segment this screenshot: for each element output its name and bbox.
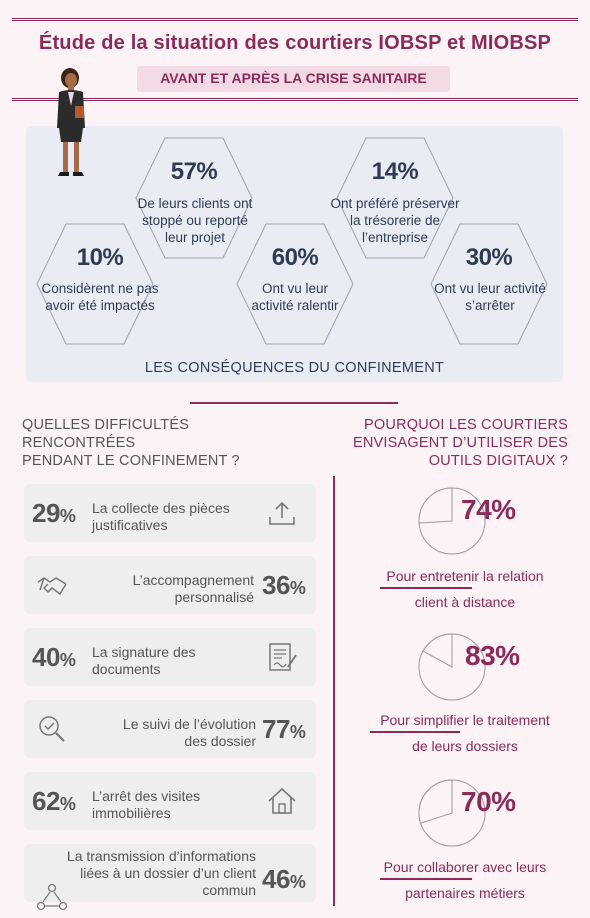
top-rule <box>12 18 578 19</box>
digital-reason-cont: partenaires métiers <box>405 885 525 901</box>
donut-slice <box>422 633 453 668</box>
stat-percent: 60% <box>271 244 319 271</box>
difficulty-label: La collecte des pièces justificatives <box>92 500 230 533</box>
stat-percent: 57% <box>170 158 218 185</box>
target-search-icon <box>39 716 65 742</box>
difficulty-percent: 46% <box>262 864 306 894</box>
panel-caption: LES CONSÉQUENCES DU CONFINEMENT <box>144 360 445 376</box>
difficulty-card <box>24 700 316 758</box>
digital-heading: POURQUOI LES COURTIERS ENVISAGENT D’UTIL… <box>352 417 568 469</box>
difficulty-percent: 40% <box>32 642 76 672</box>
donut-slice <box>418 779 453 824</box>
difficulty-label: L’accompagnement personnalisé <box>132 572 254 605</box>
header-rule-2 <box>12 100 578 101</box>
header-rule <box>12 98 578 99</box>
difficulties-heading: QUELLES DIFFICULTÉS RENCONTRÉES PENDANT … <box>22 417 240 469</box>
digital-reason-cont: client à distance <box>414 594 516 610</box>
difficulty-percent: 36% <box>262 570 306 600</box>
difficulty-card <box>24 556 316 614</box>
hexagon-shape <box>135 137 253 259</box>
subtitle-box <box>137 66 450 92</box>
difficulty-card <box>24 484 316 542</box>
house-icon <box>268 787 296 814</box>
donut-chart-83 <box>418 633 486 701</box>
underline-accent <box>380 587 472 589</box>
difficulty-label: L’arrêt des visites immobilières <box>92 788 201 821</box>
underline-accent <box>370 731 460 733</box>
stat-percent: 10% <box>76 244 124 271</box>
difficulty-label: La signature des documents <box>92 644 196 677</box>
stat-percent: 14% <box>371 158 419 185</box>
businesswoman-illustration <box>57 68 85 176</box>
hexagon-shape <box>36 223 154 345</box>
digital-reason: Pour collaborer avec leurs <box>383 859 547 875</box>
stat-label: De leurs clients ont stoppé ou reporté leu… <box>137 196 253 245</box>
difficulty-percent: 29% <box>32 498 76 528</box>
digital-reason: Pour entretenir la relation <box>386 568 544 584</box>
stat-label: Ont vu leur activité s’arrêter <box>434 281 546 313</box>
hexagon-shape <box>336 137 454 259</box>
stat-label: Considèrent ne pas avoir été impactés <box>41 281 159 313</box>
stat-label: Ont préféré préserver la trésorerie de l’e… <box>330 196 460 245</box>
digital-percent: 74% <box>461 494 516 525</box>
digital-percent: 70% <box>461 786 516 817</box>
hexagon-shape <box>430 223 548 345</box>
digital-percent: 83% <box>465 640 520 671</box>
donut-chart-70 <box>418 779 486 847</box>
underline-accent <box>380 878 472 880</box>
consequences-panel <box>26 126 563 382</box>
difficulty-label: La transmission d’informations liées à un… <box>66 848 256 898</box>
donut-slice <box>418 487 453 524</box>
hexagon-shape <box>236 223 354 345</box>
page-title: Étude de la situation des courtiers IOBS… <box>38 32 552 54</box>
difficulty-card <box>24 844 316 902</box>
difficulty-percent: 77% <box>262 714 306 744</box>
digital-reason-cont: de leurs dossiers <box>412 738 518 754</box>
difficulty-percent: 62% <box>32 786 76 816</box>
people-network-icon <box>36 883 68 911</box>
column-divider <box>333 476 335 906</box>
contract-signature-icon <box>269 643 297 671</box>
difficulty-label: Le suivi de l’évolution des dossier <box>122 716 256 749</box>
difficulty-card <box>24 772 316 830</box>
handshake-icon <box>37 577 67 596</box>
difficulty-card <box>24 628 316 686</box>
donut-chart-74 <box>418 487 486 555</box>
top-rule-2 <box>12 20 578 21</box>
digital-reason: Pour simplifier le traitement <box>380 712 550 728</box>
upload-icon <box>269 501 295 525</box>
section-divider <box>190 402 398 404</box>
page-subtitle: AVANT ET APRÈS LA CRISE SANITAIRE <box>160 70 427 86</box>
stat-percent: 30% <box>465 244 513 271</box>
stat-label: Ont vu leur activité ralentir <box>251 281 339 313</box>
